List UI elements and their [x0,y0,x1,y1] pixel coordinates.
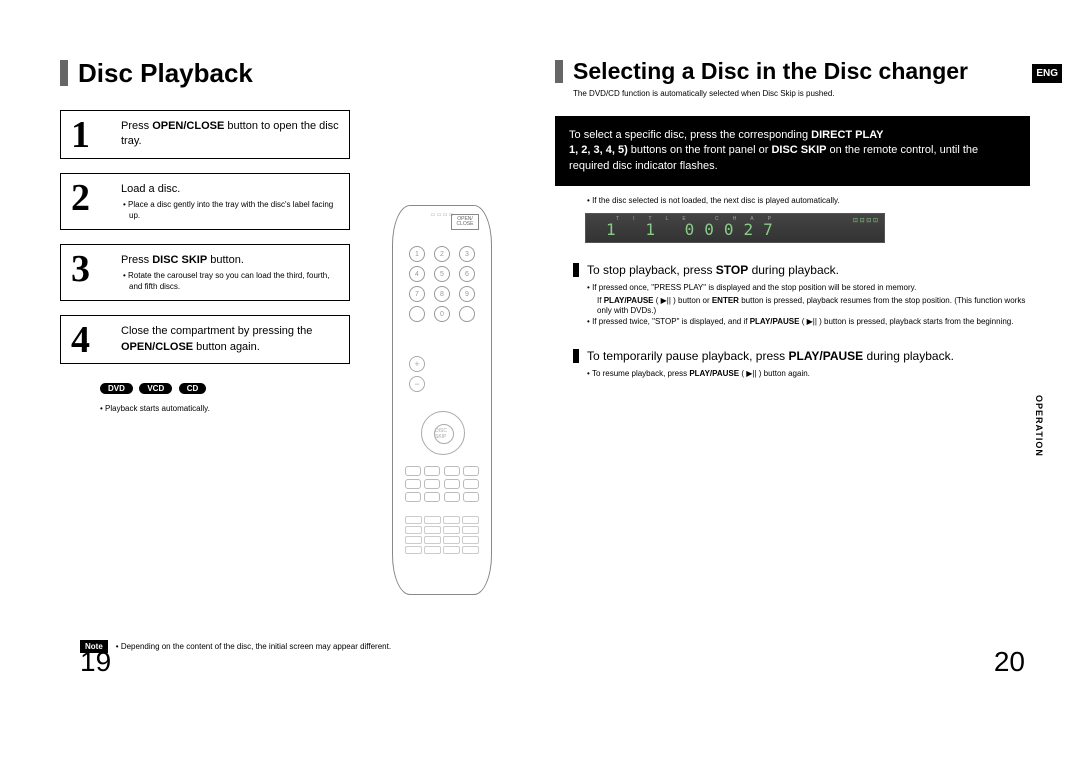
step-3-text: Press DISC SKIP button. [121,253,341,268]
pause-b1-pre: To resume playback, press [592,369,689,378]
step-4-number: 4 [71,318,90,362]
pill-cd: CD [179,383,207,394]
step-4-text: Close the compartment by pressing the OP… [121,324,341,355]
pause-playback-heading: To temporarily pause playback, press PLA… [573,349,1030,363]
step-4-bold: OPEN/CLOSE [121,341,193,353]
stop-bullet-1: If pressed once, "PRESS PLAY" is display… [555,283,1030,293]
step-1-text: Press OPEN/CLOSE button to open the disc… [121,119,341,150]
open-close-button-icon: OPEN/ CLOSE [451,214,479,230]
step-3-sub: Rotate the carousel tray so you can load… [121,271,341,292]
step-4-pre: Close the compartment by pressing the [121,325,312,337]
pause-b1-bold: PLAY/PAUSE [689,369,739,378]
display-digits: 1 1 00027 [606,220,783,239]
step-1: 1 Press OPEN/CLOSE button to open the di… [60,110,350,159]
front-display: TITLE CHAP 1 1 00027 ⊡ ⊡ ⊡ ⊡ [585,213,885,243]
note-text: Depending on the content of the disc, th… [116,642,391,651]
callout-line2-mid: buttons on the front panel or [628,144,772,156]
pause-b1-post: ( ▶|| ) button again. [739,369,810,378]
step-3: 3 Press DISC SKIP button. Rotate the car… [60,244,350,301]
stop-bullet-2: If pressed twice, "STOP" is displayed, a… [555,317,1030,327]
subtitle-auto-select: The DVD/CD function is automatically sel… [555,89,1030,98]
step-3-bold: DISC SKIP [152,254,207,266]
stop-bullet-1b: If PLAY/PAUSE ( ▶|| ) button or ENTER bu… [555,296,1030,317]
step-3-post: button. [207,254,244,266]
step-1-pre: Press [121,120,152,132]
next-disc-note: If the disc selected is not loaded, the … [555,196,1030,206]
step-2-text: Load a disc. [121,182,341,197]
page-19: Disc Playback 1 Press OPEN/CLOSE button … [20,60,540,723]
remote-sound-rows [405,516,479,556]
pause-head-post: during playback. [863,349,954,363]
heading-disc-playback: Disc Playback [60,60,530,86]
pause-head-bold: PLAY/PAUSE [788,349,863,363]
step-2: 2 Load a disc. Place a disc gently into … [60,173,350,230]
operation-tab: OPERATION [1034,395,1044,457]
direct-play-callout: To select a specific disc, press the cor… [555,116,1030,186]
page-number-20: 20 [994,646,1025,678]
remote-dpad: DISC SKIP [421,411,465,455]
stop-b2-bold: PLAY/PAUSE [750,317,800,326]
callout-line1-pre: To select a specific disc, press the cor… [569,129,811,141]
callout-line2-bold2: DISC SKIP [771,144,826,156]
pause-bullet-1: To resume playback, press PLAY/PAUSE ( ▶… [555,369,1030,379]
display-icons: ⊡ ⊡ ⊡ ⊡ [853,218,878,225]
manual-spread: Disc Playback 1 Press OPEN/CLOSE button … [0,0,1080,763]
pill-dvd: DVD [100,383,133,394]
step-4-post: button again. [193,341,260,353]
stop-head-pre: To stop playback, press [587,263,716,277]
step-2-sub: Place a disc gently into the tray with t… [121,200,341,221]
stop-b1b-pre: If [597,296,604,305]
step-3-pre: Press [121,254,152,266]
step-4: 4 Close the compartment by pressing the … [60,315,350,364]
pause-head-pre: To temporarily pause playback, press [587,349,788,363]
stop-b1b-bold2: ENTER [712,296,739,305]
step-3-number: 3 [71,247,90,291]
callout-line1-bold: DIRECT PLAY [811,129,883,141]
stop-head-post: during playback. [748,263,839,277]
heading-selecting-disc: Selecting a Disc in the Disc changer [555,60,1030,83]
remote-diagram: ▭ ▭ ▭ ▭ OPEN/ CLOSE 123 456 789 0 +− DIS… [392,205,492,595]
stop-b1b-mid: ( ▶|| ) button or [654,296,712,305]
remote-volume: +− [409,356,425,396]
pill-vcd: VCD [139,383,172,394]
step-1-number: 1 [71,113,90,157]
step-1-bold: OPEN/CLOSE [152,120,224,132]
remote-numpad: 123 456 789 0 [409,246,475,326]
eng-badge: ENG [1032,64,1062,83]
page-20: Selecting a Disc in the Disc changer The… [540,60,1060,723]
page-number-19: 19 [80,646,111,678]
step-2-number: 2 [71,176,90,220]
disc-skip-button-icon: DISC SKIP [434,424,454,444]
bottom-note: Note Depending on the content of the dis… [80,640,510,653]
stop-head-bold: STOP [716,263,748,277]
stop-b1b-bold1: PLAY/PAUSE [604,296,654,305]
stop-b2-pre: If pressed twice, "STOP" is displayed, a… [592,317,750,326]
stop-b2-post: ( ▶|| ) button is pressed, playback star… [799,317,1013,326]
remote-extras [405,466,479,505]
callout-line2-bold1: 1, 2, 3, 4, 5) [569,144,628,156]
stop-playback-heading: To stop playback, press STOP during play… [573,263,1030,277]
